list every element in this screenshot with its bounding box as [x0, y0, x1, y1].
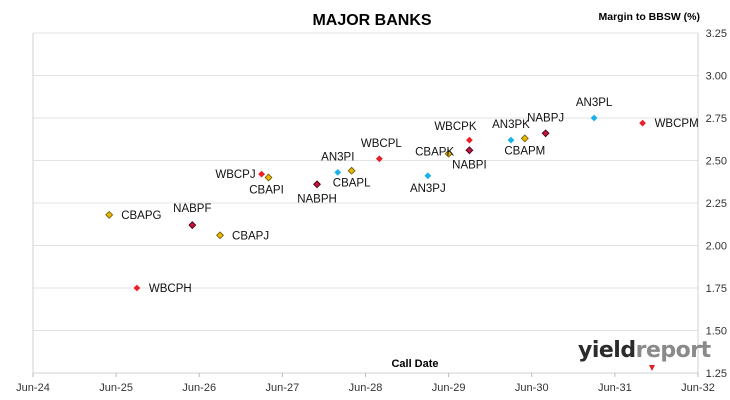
- y-tick-label: 3.25: [706, 28, 727, 40]
- x-axis-title: Call Date: [391, 358, 438, 370]
- point-label-cbapm: CBAPM: [504, 145, 545, 157]
- data-point-an3pj: [424, 172, 432, 180]
- point-label-an3pl: AN3PL: [576, 97, 613, 109]
- data-point-nabph: [313, 180, 321, 189]
- x-tick-label: Jun-32: [681, 382, 715, 394]
- data-point-wbcph: [133, 284, 141, 292]
- x-tick-label: Jun-27: [266, 382, 300, 394]
- y-tick-label: 3.00: [706, 71, 727, 83]
- x-tick-label: Jun-30: [515, 382, 549, 394]
- data-point-cbapm: [520, 134, 529, 143]
- y-axis-title: Margin to BBSW (%): [599, 11, 701, 23]
- point-label-cbapi: CBAPI: [249, 185, 284, 197]
- x-tick-label: Jun-26: [182, 382, 216, 394]
- y-tick-labels: 1.25 1.50 1.75 2.00 2.25 2.50 2.75 3.00 3.25: [706, 28, 727, 380]
- data-points: CBAPG WBCPH NABPF CBAPJ WBCPJ CBAPI NABPH AN3PI…: [105, 97, 699, 295]
- data-point-cbapj: [216, 231, 224, 240]
- logo-accent-icon: [649, 365, 655, 371]
- point-label-cbapg: CBAPG: [121, 210, 161, 222]
- point-label-wbcpk: WBCPK: [434, 121, 477, 133]
- point-label-nabpf: NABPF: [173, 203, 211, 215]
- x-tick-label: Jun-29: [432, 382, 466, 394]
- y-tick-label: 2.50: [706, 156, 727, 168]
- gridlines: [33, 32, 698, 331]
- chart-title: MAJOR BANKS: [312, 12, 431, 29]
- data-point-cbapk: [444, 149, 453, 158]
- point-label-an3pj: AN3PJ: [410, 183, 446, 195]
- y-tick-label: 2.75: [706, 113, 727, 125]
- data-point-nabpj: [541, 129, 550, 138]
- data-point-an3pi: [334, 169, 342, 176]
- point-label-cbapl: CBAPL: [333, 178, 371, 190]
- data-point-wbcpm: [639, 119, 646, 127]
- data-point-wbcpj: [258, 170, 265, 178]
- data-point-cbapl: [347, 166, 356, 175]
- y-tick-label: 2.00: [706, 241, 727, 253]
- point-label-an3pk: AN3PK: [492, 119, 530, 131]
- logo-text-report: report: [635, 338, 712, 363]
- point-label-cbapj: CBAPJ: [232, 230, 269, 242]
- point-label-wbcph: WBCPH: [149, 283, 192, 295]
- y-tick-label: 1.75: [706, 283, 727, 295]
- x-tick-label: Jun-24: [16, 382, 50, 394]
- data-point-cbapi: [264, 173, 273, 182]
- point-label-wbcpm: WBCPM: [655, 118, 699, 130]
- point-label-cbapk: CBAPK: [415, 147, 454, 159]
- data-point-an3pk: [507, 136, 515, 144]
- logo-text-yield: yield: [578, 338, 636, 363]
- point-label-an3pi: AN3PI: [321, 151, 354, 163]
- y-tick-label: 1.25: [706, 368, 727, 380]
- x-tick-labels: Jun-24 Jun-25 Jun-26 Jun-27 Jun-28 Jun-29 Jun-…: [16, 373, 715, 394]
- data-point-nabpi: [465, 146, 474, 155]
- point-label-nabpi: NABPI: [452, 159, 487, 171]
- point-label-wbcpj: WBCPJ: [215, 169, 255, 181]
- data-point-wbcpk: [466, 136, 473, 144]
- data-point-cbapg: [105, 210, 114, 219]
- point-label-nabpj: NABPJ: [527, 112, 564, 124]
- point-label-wbcpl: WBCPL: [361, 138, 403, 150]
- data-point-wbcpl: [375, 155, 383, 163]
- data-point-an3pl: [590, 114, 598, 122]
- x-tick-label: Jun-25: [99, 382, 133, 394]
- data-point-nabpf: [188, 221, 197, 230]
- yieldreport-logo: yieldreport: [578, 338, 711, 363]
- x-tick-label: Jun-28: [349, 382, 383, 394]
- point-label-nabph: NABPH: [297, 193, 337, 205]
- y-tick-label: 2.25: [706, 198, 727, 210]
- x-tick-label: Jun-31: [598, 382, 632, 394]
- y-tick-label: 1.50: [706, 326, 727, 338]
